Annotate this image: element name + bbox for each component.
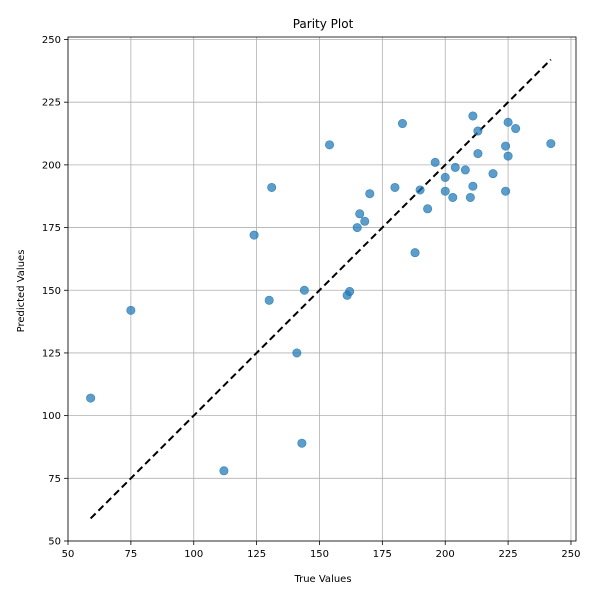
chart-title: Parity Plot [293, 17, 354, 31]
y-tick-label: 175 [42, 223, 61, 234]
x-tick-label: 50 [62, 549, 75, 560]
data-point [126, 305, 136, 315]
data-points [86, 111, 556, 476]
data-point [86, 393, 96, 403]
plot-frame [67, 36, 577, 542]
y-tick-label: 225 [42, 98, 61, 109]
x-tick-label: 175 [373, 549, 392, 560]
y-tick-label: 150 [42, 286, 61, 297]
x-axis-label: True Values [293, 574, 351, 585]
y-axis-label: Predicted Values [16, 250, 27, 333]
x-tick-label: 150 [310, 549, 329, 560]
data-point [297, 438, 307, 448]
grid [67, 37, 576, 542]
data-point [503, 151, 513, 161]
data-point [465, 192, 475, 202]
y-tick-label: 50 [48, 537, 61, 548]
data-point [360, 216, 370, 226]
x-tick-label: 225 [499, 549, 518, 560]
plot-border [67, 36, 577, 542]
data-point [546, 139, 556, 149]
data-point [292, 348, 302, 358]
data-point [415, 185, 425, 195]
x-tick-label: 75 [125, 549, 138, 560]
data-point [448, 192, 458, 202]
data-point [352, 223, 362, 233]
x-tick-label: 200 [436, 549, 455, 560]
axis-ticks: 50 75 100 125 150 175 200 225 250 50 75 100 125 150 17… [42, 35, 581, 560]
data-point [325, 140, 335, 150]
diagonal-reference-line [89, 58, 552, 520]
data-point [468, 111, 478, 121]
data-point [488, 169, 498, 179]
y-tick-label: 100 [42, 411, 61, 422]
data-point [355, 209, 365, 219]
data-point [468, 181, 478, 191]
data-point [440, 172, 450, 182]
data-point [397, 119, 407, 129]
data-point [503, 117, 513, 127]
data-point [267, 182, 277, 192]
data-point [430, 157, 440, 167]
x-tick-label: 100 [184, 549, 203, 560]
data-point [501, 186, 511, 196]
data-point [249, 230, 259, 240]
data-point [264, 295, 274, 305]
data-point [501, 141, 511, 151]
data-point [390, 182, 400, 192]
data-point [299, 285, 309, 295]
data-point [440, 186, 450, 196]
data-point [423, 204, 433, 214]
y-tick-label: 250 [42, 35, 61, 46]
x-tick-label: 250 [561, 549, 580, 560]
data-point [410, 248, 420, 258]
diagonal-line [89, 58, 552, 520]
y-tick-label: 125 [42, 348, 61, 359]
data-point [345, 287, 355, 297]
data-point [511, 124, 521, 134]
x-tick-label: 125 [247, 549, 266, 560]
data-point [460, 165, 470, 175]
y-tick-label: 200 [42, 160, 61, 171]
data-point [219, 466, 229, 476]
data-point [473, 149, 483, 159]
data-point [365, 189, 375, 199]
data-point [450, 162, 460, 172]
y-tick-label: 75 [48, 474, 61, 485]
data-point [473, 126, 483, 136]
